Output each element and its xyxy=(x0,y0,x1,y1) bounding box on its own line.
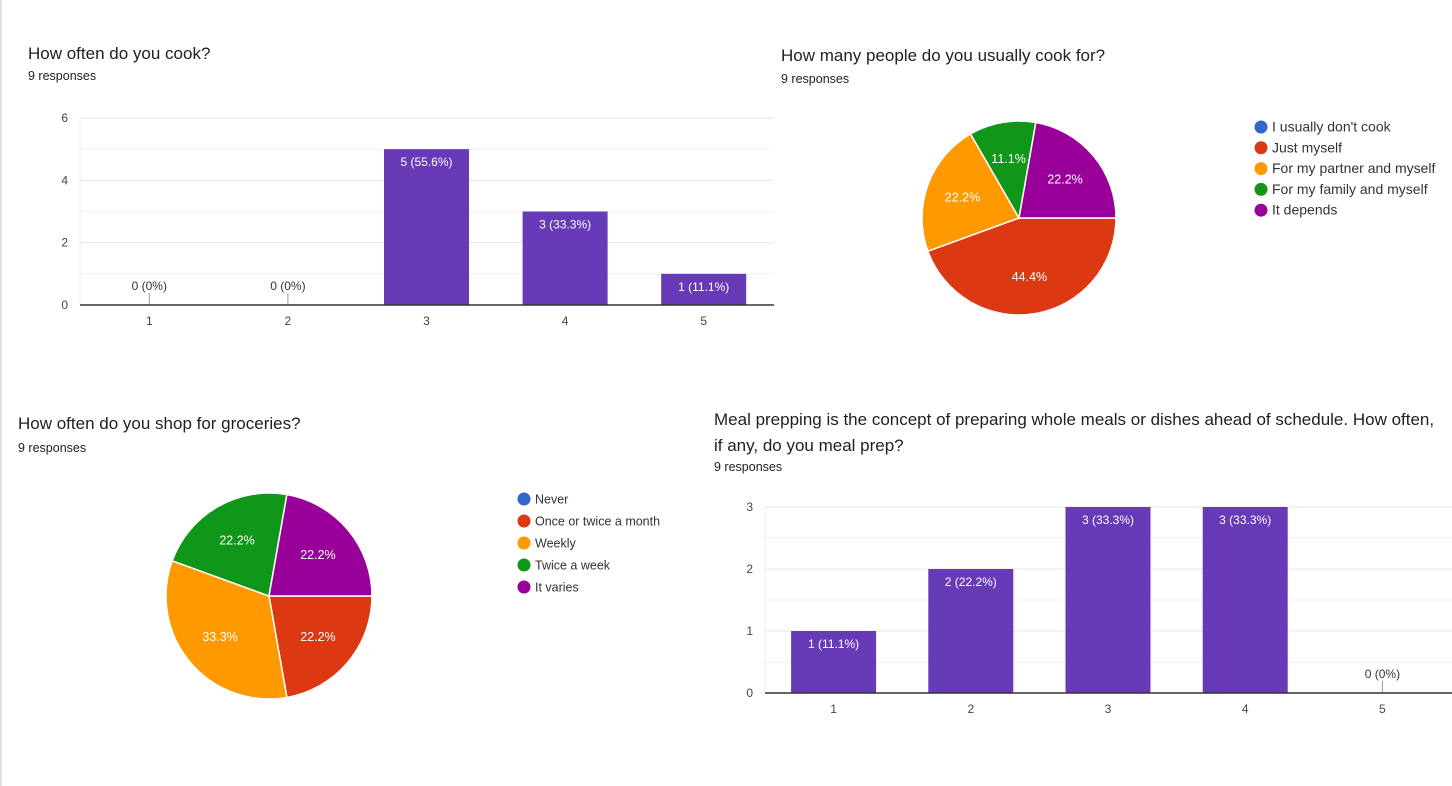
chart-2-legend-swatch xyxy=(1254,182,1268,196)
chart-4-responses: 9 responses xyxy=(714,460,783,474)
chart-4-data-label: 3 (33.3%) xyxy=(1082,513,1134,527)
chart-2-title: How many people do you usually cook for? xyxy=(781,46,1106,65)
chart-2-legend-label: I usually don't cook xyxy=(1272,119,1392,135)
chart-3-legend-swatch xyxy=(517,558,531,572)
chart-2-slice-label: 22.2% xyxy=(1047,172,1082,186)
chart-1-data-label: 0 (0%) xyxy=(132,279,167,293)
chart-4-ytick-label: 2 xyxy=(746,562,753,576)
chart-3-pie-slice xyxy=(171,492,288,598)
chart-3-legend-swatch xyxy=(517,536,531,550)
chart-4-bar xyxy=(1065,507,1151,693)
chart-2-slice-label: 11.1% xyxy=(991,152,1026,166)
chart-3-responses: 9 responses xyxy=(18,441,87,455)
chart-1-bar xyxy=(522,211,608,305)
chart-2-legend-label: For my family and myself xyxy=(1272,181,1428,197)
chart-1-data-label: 3 (33.3%) xyxy=(539,218,591,232)
chart-3-legend-swatch xyxy=(517,492,531,506)
chart-3-pie-slice xyxy=(165,559,288,700)
chart-3-legend-label: Weekly xyxy=(535,537,577,551)
chart-4-data-label: 2 (22.2%) xyxy=(945,575,997,589)
chart-2-pie-slice xyxy=(921,132,1021,253)
chart-1-data-label: 5 (55.6%) xyxy=(400,155,452,169)
chart-1-xtick-label: 5 xyxy=(700,314,707,328)
chart-3-legend-label: Never xyxy=(535,493,568,507)
chart-1-ytick-label: 2 xyxy=(61,236,68,250)
chart-4-xtick-label: 4 xyxy=(1242,702,1249,716)
chart-1-bar xyxy=(661,273,747,305)
chart-2-pie-slice xyxy=(926,217,1117,316)
chart-4-data-label: 0 (0%) xyxy=(1365,667,1400,681)
chart-4-xtick-label: 2 xyxy=(967,702,974,716)
chart-3-pie-slice xyxy=(268,595,373,699)
chart-1-ytick-label: 4 xyxy=(61,173,68,187)
chart-3-slice-label: 22.2% xyxy=(219,534,254,548)
chart-1-ytick-label: 6 xyxy=(61,111,68,125)
chart-2-legend-label: It depends xyxy=(1272,202,1337,218)
chart-4-title: Meal prepping is the concept of preparin… xyxy=(714,410,1435,455)
chart-2-legend-swatch xyxy=(1254,141,1268,155)
chart-3-legend-swatch xyxy=(517,514,531,528)
chart-1-data-label: 0 (0%) xyxy=(270,279,305,293)
chart-4-data-label: 3 (33.3%) xyxy=(1219,513,1271,527)
chart-2-legend-swatch xyxy=(1254,203,1268,217)
chart-2-pie-slice xyxy=(1018,121,1117,219)
chart-1-data-label: 1 (11.1%) xyxy=(678,280,729,294)
chart-2-slice-label: 22.2% xyxy=(945,190,980,204)
chart-2-slice-label: 44.4% xyxy=(1012,270,1047,284)
chart-4-bar xyxy=(928,569,1014,693)
chart-4-ytick-label: 1 xyxy=(746,624,753,638)
chart-4-bar xyxy=(1202,507,1288,693)
chart-1-bar xyxy=(384,149,469,305)
chart-2-legend-swatch xyxy=(1254,120,1268,134)
chart-3-legend-swatch xyxy=(517,580,531,594)
chart-3-legend-label: It varies xyxy=(535,581,579,595)
chart-1-xtick-label: 4 xyxy=(562,314,569,328)
chart-3-slice-label: 33.3% xyxy=(202,630,237,644)
chart-3-slice-label: 22.2% xyxy=(300,630,335,644)
chart-4-data-label: 1 (11.1%) xyxy=(808,637,859,651)
chart-1-xtick-label: 3 xyxy=(423,314,430,328)
chart-1-responses: 9 responses xyxy=(28,69,97,83)
chart-3-legend-label: Once or twice a month xyxy=(535,515,660,529)
chart-4-xtick-label: 5 xyxy=(1379,702,1386,716)
chart-3-legend-label: Twice a week xyxy=(535,559,611,573)
chart-1-xtick-label: 1 xyxy=(146,314,153,328)
chart-4-ytick-label: 0 xyxy=(746,686,753,700)
chart-1-title: How often do you cook? xyxy=(28,44,211,63)
chart-2-pie-slice xyxy=(969,120,1037,221)
chart-1-ytick-label: 0 xyxy=(61,298,68,312)
chart-3-slice-label: 22.2% xyxy=(300,548,335,562)
chart-2-legend-label: Just myself xyxy=(1272,139,1342,155)
chart-4-xtick-label: 3 xyxy=(1105,702,1112,716)
chart-2-responses: 9 responses xyxy=(781,72,850,86)
chart-3-title: How often do you shop for groceries? xyxy=(18,414,301,433)
chart-3-pie-slice xyxy=(268,493,373,597)
chart-4-xtick-label: 1 xyxy=(830,702,837,716)
chart-4-ytick-label: 3 xyxy=(746,500,753,514)
chart-2-legend-label: For my partner and myself xyxy=(1272,160,1435,176)
chart-1-xtick-label: 2 xyxy=(285,314,292,328)
chart-4-bar xyxy=(791,631,877,693)
chart-2-legend-swatch xyxy=(1254,162,1268,176)
